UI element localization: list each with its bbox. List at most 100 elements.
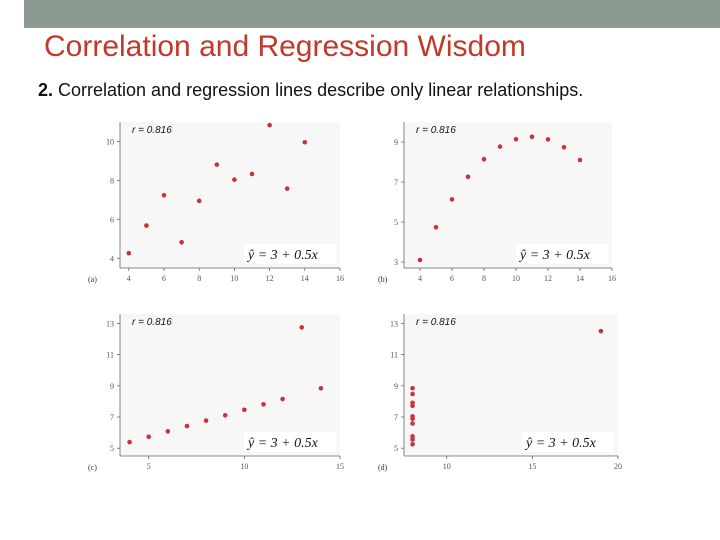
scatter-plot-b: 4 6 8 10 12 14 16 3 5 7 9 r = 0.816 ŷ = 3 + 0.5x (b) bbox=[378, 122, 616, 284]
x-tick-label: 10 bbox=[230, 274, 238, 283]
x-tick-label: 15 bbox=[336, 462, 344, 471]
x-tick-label: 8 bbox=[482, 274, 486, 283]
r-value-label: r = 0.816 bbox=[132, 125, 172, 136]
data-point bbox=[410, 441, 415, 447]
data-point bbox=[417, 257, 423, 263]
y-tick-label: 13 bbox=[106, 319, 114, 328]
data-point bbox=[203, 418, 209, 423]
x-tick-label: 20 bbox=[614, 462, 622, 471]
data-point bbox=[410, 391, 415, 397]
x-tick-label: 14 bbox=[301, 274, 309, 283]
data-point bbox=[222, 412, 228, 418]
scatter-panel-d: 10 15 20 5 7 9 11 13 r = 0.816 ŷ = 3 + 0.5x (d) bbox=[374, 310, 640, 476]
top-banner-gap bbox=[0, 0, 24, 28]
equation-box bbox=[244, 244, 336, 264]
point-text: Correlation and regression lines describ… bbox=[53, 80, 584, 100]
plot-area bbox=[404, 122, 612, 268]
data-point bbox=[126, 250, 132, 256]
x-tick-label: 14 bbox=[576, 274, 584, 283]
data-point bbox=[249, 171, 255, 177]
data-point bbox=[449, 197, 455, 202]
y-tick-label: 13 bbox=[390, 319, 398, 328]
plot-area bbox=[120, 122, 340, 268]
data-point bbox=[577, 157, 583, 163]
x-tick-label: 10 bbox=[443, 462, 451, 471]
data-point bbox=[161, 192, 167, 198]
x-tick-label: 4 bbox=[418, 274, 422, 283]
data-point bbox=[598, 328, 604, 334]
data-point bbox=[513, 136, 519, 142]
panel-label-b: (b) bbox=[378, 275, 388, 284]
data-point bbox=[302, 139, 308, 145]
x-tick-label: 16 bbox=[608, 274, 616, 283]
r-value-label: r = 0.816 bbox=[416, 317, 456, 328]
data-point bbox=[529, 134, 535, 140]
y-tick-label: 7 bbox=[394, 413, 398, 422]
data-point bbox=[410, 421, 415, 426]
x-tick-label: 6 bbox=[162, 274, 166, 283]
x-tick-label: 10 bbox=[512, 274, 520, 283]
scatter-plot-c: 5 10 15 5 7 9 11 13 r = 0.816 ŷ = 3 + 0.5x (c) bbox=[88, 314, 344, 472]
data-point bbox=[545, 137, 551, 142]
data-point bbox=[410, 385, 415, 391]
data-point bbox=[284, 186, 290, 191]
data-point bbox=[410, 400, 415, 406]
data-point bbox=[242, 407, 247, 413]
regression-equation: ŷ = 3 + 0.5x bbox=[246, 436, 319, 451]
y-tick-label: 11 bbox=[106, 351, 114, 360]
y-tick-label: 7 bbox=[110, 413, 114, 422]
x-tick-label: 8 bbox=[197, 274, 201, 283]
y-tick-label: 5 bbox=[110, 444, 114, 453]
y-tick-label: 4 bbox=[110, 254, 114, 263]
equation-box bbox=[516, 244, 608, 264]
y-tick-label: 9 bbox=[394, 382, 398, 391]
data-point bbox=[144, 223, 149, 228]
y-tick-label: 9 bbox=[110, 382, 114, 391]
x-tick-label: 6 bbox=[450, 274, 454, 283]
data-point bbox=[561, 144, 567, 150]
x-tick-label: 12 bbox=[266, 274, 274, 283]
panel-label-a: (a) bbox=[88, 275, 97, 284]
data-point bbox=[165, 429, 171, 434]
scatter-plot-a: 4 6 8 10 12 14 16 4 6 8 10 r = 0.816 ŷ = 3 + 0.5x (a) bbox=[88, 122, 344, 284]
data-point bbox=[280, 396, 285, 402]
x-tick-label: 16 bbox=[336, 274, 344, 283]
data-point bbox=[196, 198, 202, 204]
point-number: 2. bbox=[38, 80, 54, 100]
y-tick-label: 7 bbox=[394, 178, 398, 187]
scatter-panel-c: 5 10 15 5 7 9 11 13 r = 0.816 ŷ = 3 + 0.5x (c) bbox=[84, 310, 350, 476]
r-value-label: r = 0.816 bbox=[132, 317, 172, 328]
panel-label-c: (c) bbox=[88, 463, 97, 472]
x-tick-label: 10 bbox=[240, 462, 248, 471]
data-point bbox=[433, 224, 439, 230]
equation-box bbox=[244, 432, 336, 452]
data-point bbox=[410, 414, 415, 419]
y-tick-label: 5 bbox=[394, 444, 398, 453]
regression-equation: ŷ = 3 + 0.5x bbox=[524, 436, 597, 451]
scatter-plot-d: 10 15 20 5 7 9 11 13 r = 0.816 ŷ = 3 + 0.5x (d) bbox=[378, 314, 622, 472]
data-point bbox=[179, 240, 184, 245]
scatter-panel-a: 4 6 8 10 12 14 16 4 6 8 10 r = 0.816 ŷ = 3 + 0.5x (a) bbox=[84, 118, 350, 288]
top-banner bbox=[0, 0, 720, 28]
scatter-panel-b: 4 6 8 10 12 14 16 3 5 7 9 r = 0.816 ŷ = 3 + 0.5x (b) bbox=[374, 118, 634, 288]
slide-point: 2. Correlation and regression lines desc… bbox=[38, 80, 583, 101]
data-point bbox=[465, 174, 471, 180]
x-tick-label: 15 bbox=[528, 462, 536, 471]
y-tick-label: 6 bbox=[110, 215, 114, 224]
data-point bbox=[214, 162, 220, 167]
y-tick-label: 9 bbox=[394, 138, 398, 147]
data-point bbox=[146, 434, 151, 440]
regression-equation: ŷ = 3 + 0.5x bbox=[518, 248, 591, 263]
y-tick-label: 5 bbox=[394, 218, 398, 227]
data-point bbox=[318, 385, 324, 391]
data-point bbox=[481, 156, 487, 162]
data-point bbox=[184, 423, 190, 429]
equation-box bbox=[522, 432, 614, 452]
slide-title: Correlation and Regression Wisdom bbox=[44, 30, 526, 63]
x-tick-label: 4 bbox=[127, 274, 131, 283]
y-tick-label: 11 bbox=[390, 351, 398, 360]
data-point bbox=[497, 144, 503, 149]
r-value-label: r = 0.816 bbox=[416, 125, 456, 136]
y-tick-label: 3 bbox=[394, 258, 398, 267]
data-point bbox=[127, 439, 132, 445]
